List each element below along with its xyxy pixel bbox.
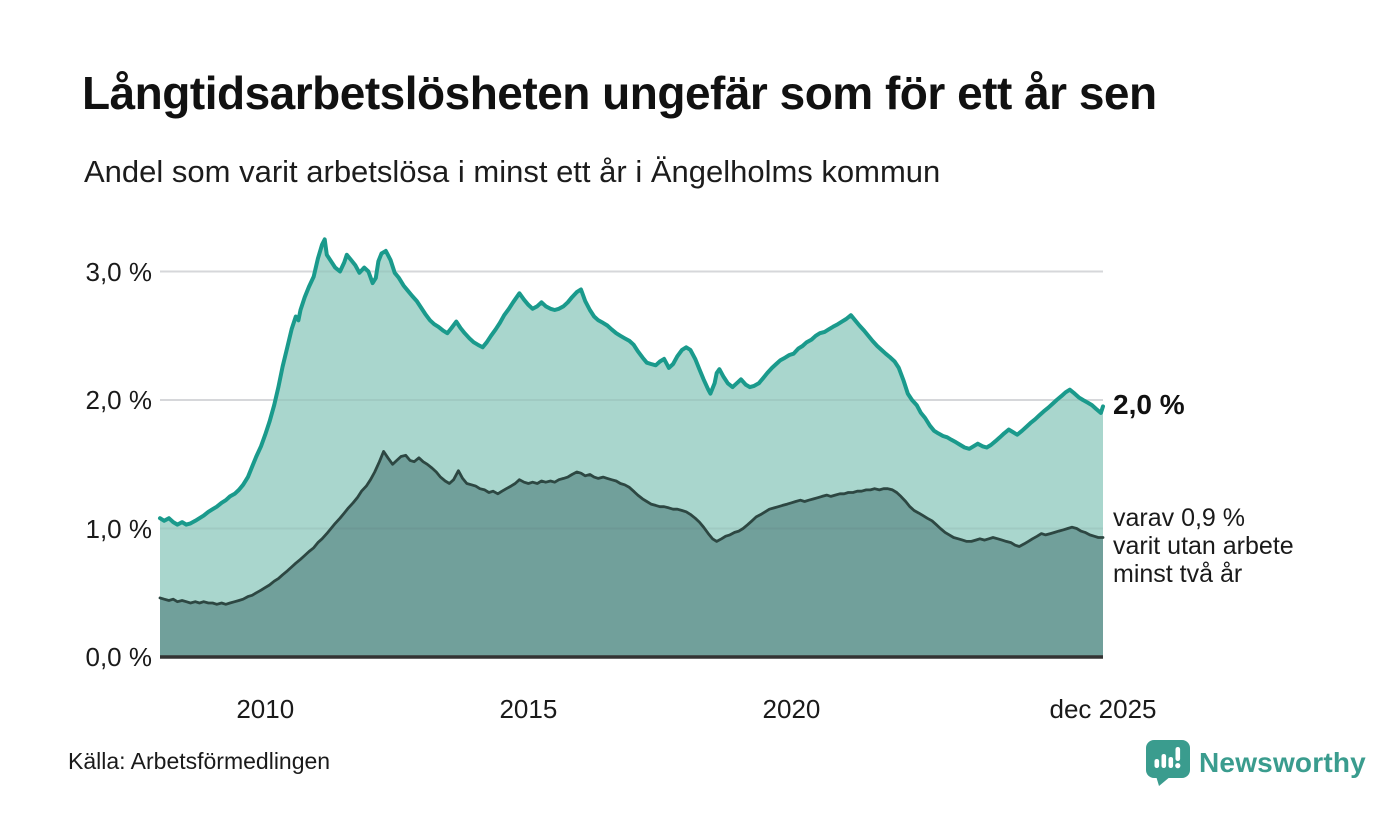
area-unemployed-two-years bbox=[160, 451, 1103, 657]
annotation-line-3: minst två år bbox=[1113, 560, 1243, 589]
x-tick-label: dec 2025 bbox=[1049, 694, 1157, 724]
source-note: Källa: Arbetsförmedlingen bbox=[68, 748, 331, 774]
x-tick-label: 2010 bbox=[236, 694, 295, 724]
y-tick-label: 0,0 % bbox=[85, 642, 153, 672]
annotation-line-1: varav 0,9 % bbox=[1113, 504, 1246, 533]
chart-title: Långtidsarbetslösheten ungefär som för e… bbox=[82, 67, 1157, 119]
line-unemployed-one-year bbox=[158, 237, 1105, 527]
gridline-overlay bbox=[160, 270, 1103, 530]
y-tick-label: 3,0 % bbox=[85, 256, 153, 287]
y-tick-label: 1,0 % bbox=[85, 513, 153, 544]
y-tick-label: 2,0 % bbox=[85, 385, 153, 415]
latest-value-label: 2,0 % bbox=[1113, 389, 1185, 421]
newsworthy-logo: Newsworthy bbox=[1146, 740, 1366, 786]
newsworthy-icon bbox=[1146, 740, 1190, 786]
newsworthy-wordmark: Newsworthy bbox=[1199, 747, 1366, 778]
x-tick-label: 2020 bbox=[762, 694, 821, 724]
two-year-share-annotation: varav 0,9 % varit utan arbete minst två … bbox=[1113, 504, 1294, 588]
annotation-line-2: varit utan arbete bbox=[1113, 532, 1294, 561]
chart-subtitle: Andel som varit arbetslösa i minst ett å… bbox=[84, 154, 941, 189]
x-tick-label: 2015 bbox=[499, 694, 558, 724]
line-unemployed-two-years bbox=[158, 450, 1105, 606]
